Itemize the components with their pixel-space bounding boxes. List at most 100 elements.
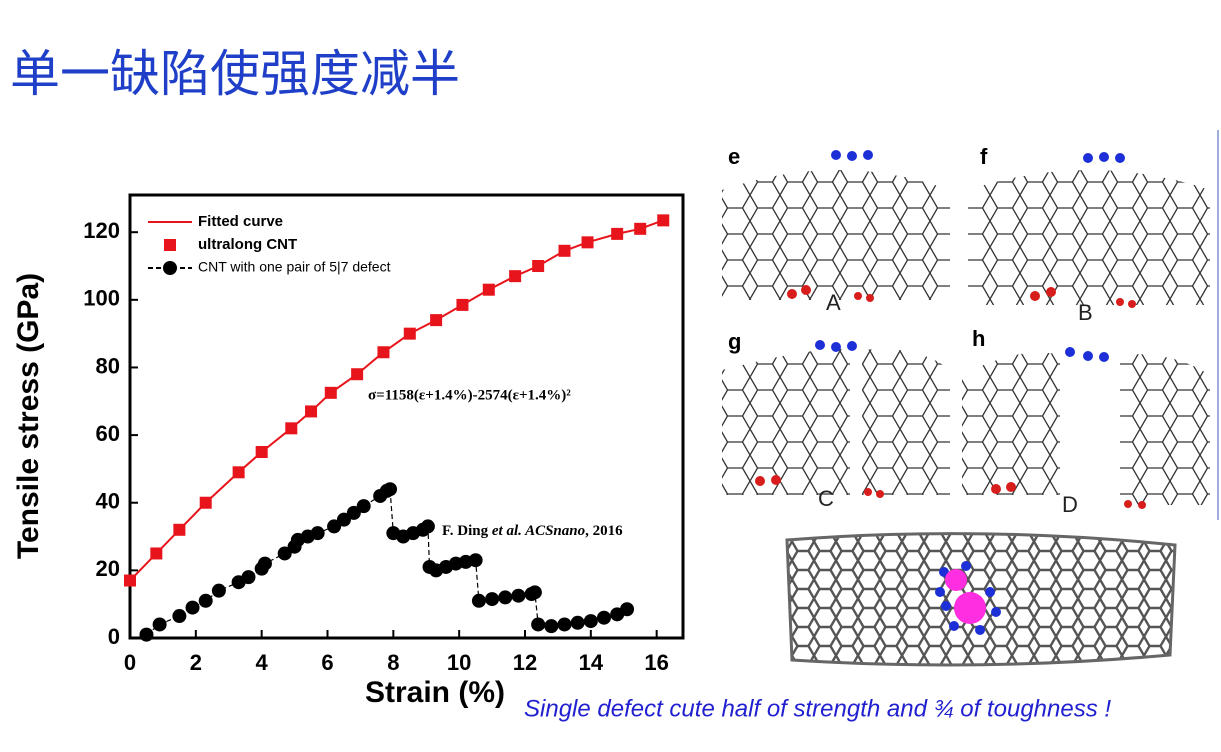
citation-part: et al. [492,523,522,539]
panel-label: e [728,144,740,169]
data-point [356,499,371,514]
panel-h-lattice-right [1120,354,1210,505]
legend-marker [164,239,176,251]
data-point [485,592,500,607]
panel-e-lattice [722,170,950,300]
data-point [456,298,469,311]
data-point [305,405,318,418]
data-point [383,482,398,497]
series-line [146,488,628,636]
y-tick-label: 80 [96,353,120,378]
legend-label: CNT with one pair of 5|7 defect [198,259,391,275]
data-point [198,593,213,608]
data-point [544,619,559,634]
data-point [351,368,364,381]
data-point [241,570,256,585]
data-point [346,505,361,520]
data-point [581,236,594,249]
data-point [277,546,292,561]
data-point [199,496,212,509]
data-point [471,593,486,608]
data-point [482,283,495,296]
legend-label: ultralong CNT [198,236,297,253]
chart: Tensile stress (GPa) Strain (%) σ=1158(ε… [12,193,685,709]
data-point [531,617,546,632]
data-point [285,422,298,435]
data-point [173,523,186,536]
x-tick-label: 0 [124,650,136,675]
data-point [558,244,571,257]
data-point [527,585,542,600]
x-tick-label: 6 [321,650,333,675]
data-point [583,614,598,629]
state-label: C [818,486,834,511]
state-label: A [826,290,841,315]
blue-atoms [815,150,1125,362]
x-tick-label: 16 [644,650,668,675]
y-tick-label: 120 [83,218,120,243]
data-point [257,556,272,571]
data-point [185,600,200,615]
x-tick-label: 12 [513,650,537,675]
state-label: B [1078,300,1093,325]
data-point [403,327,416,340]
panel-h-lattice-left [962,352,1060,495]
panel-f-lattice [968,170,1210,305]
y-tick-label: 40 [96,489,120,514]
data-point [377,346,390,359]
data-point [310,526,325,541]
citation: F. Ding et al. ACSnano, 2016 [442,523,623,539]
data-point [611,227,624,240]
data-point [139,627,154,642]
data-point [232,466,245,479]
molecular-panels: e f g h A B C D [722,130,1219,520]
y-tick-label: 60 [96,421,120,446]
fitted-line [129,219,664,582]
slide-title: 单一缺陷使强度减半 [10,46,460,102]
citation-part: ACSnano [522,523,585,539]
data-point [634,222,647,235]
nanotube [785,532,1177,667]
data-point [532,260,545,273]
panel-label: g [728,329,741,354]
y-axis-label: Tensile stress (GPa) [12,273,45,559]
panel-g-lattice-right [862,349,950,495]
panel-label: h [972,326,985,351]
x-axis-label: Strain (%) [365,676,505,709]
data-point [211,583,226,598]
data-point [657,214,670,227]
data-point [509,270,522,283]
data-point [597,610,611,625]
data-point [124,574,136,587]
state-label: D [1062,492,1078,517]
data-point [255,446,268,459]
data-point [557,617,572,632]
data-point [324,386,337,399]
data-point [570,615,585,630]
data-point [327,519,342,534]
equation: σ=1158(ε+1.4%)-2574(ε+1.4%)² [368,387,571,403]
panel-g-lattice-left [722,349,850,495]
data-point [336,512,351,527]
x-tick-label: 8 [387,650,399,675]
panel-label: f [980,144,988,169]
data-point [468,553,483,568]
x-tick-label: 10 [447,650,471,675]
data-point [498,590,513,605]
caption: Single defect cute half of strength and … [524,695,1111,722]
data-point [430,314,443,327]
data-point [172,609,187,624]
y-tick-label: 100 [83,286,120,311]
data-point [152,617,167,632]
x-tick-label: 14 [579,650,604,675]
data-point [511,588,526,603]
legend-marker [163,261,177,275]
data-point [420,519,435,534]
citation-part: F. Ding [442,523,492,539]
y-tick-label: 0 [108,624,120,649]
data-point [150,547,163,560]
x-tick-label: 4 [256,650,269,675]
x-tick-label: 2 [190,650,202,675]
